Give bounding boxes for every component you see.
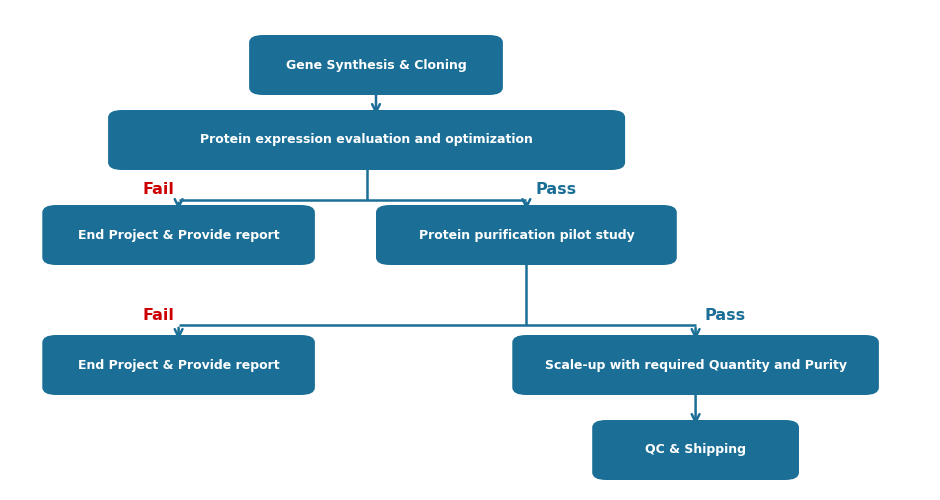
Text: End Project & Provide report: End Project & Provide report <box>78 228 279 241</box>
FancyBboxPatch shape <box>42 205 315 265</box>
FancyBboxPatch shape <box>249 35 503 95</box>
Text: Fail: Fail <box>142 182 174 198</box>
Text: Pass: Pass <box>705 308 746 322</box>
FancyBboxPatch shape <box>592 420 799 480</box>
FancyBboxPatch shape <box>108 110 625 170</box>
Text: QC & Shipping: QC & Shipping <box>645 444 746 456</box>
Text: Scale-up with required Quantity and Purity: Scale-up with required Quantity and Puri… <box>544 358 847 372</box>
Text: End Project & Provide report: End Project & Provide report <box>78 358 279 372</box>
FancyBboxPatch shape <box>42 335 315 395</box>
Text: Protein expression evaluation and optimization: Protein expression evaluation and optimi… <box>200 134 533 146</box>
Text: Fail: Fail <box>142 308 174 322</box>
FancyBboxPatch shape <box>376 205 677 265</box>
FancyBboxPatch shape <box>512 335 879 395</box>
Text: Pass: Pass <box>536 182 577 198</box>
Text: Gene Synthesis & Cloning: Gene Synthesis & Cloning <box>286 58 466 71</box>
Text: Protein purification pilot study: Protein purification pilot study <box>418 228 634 241</box>
